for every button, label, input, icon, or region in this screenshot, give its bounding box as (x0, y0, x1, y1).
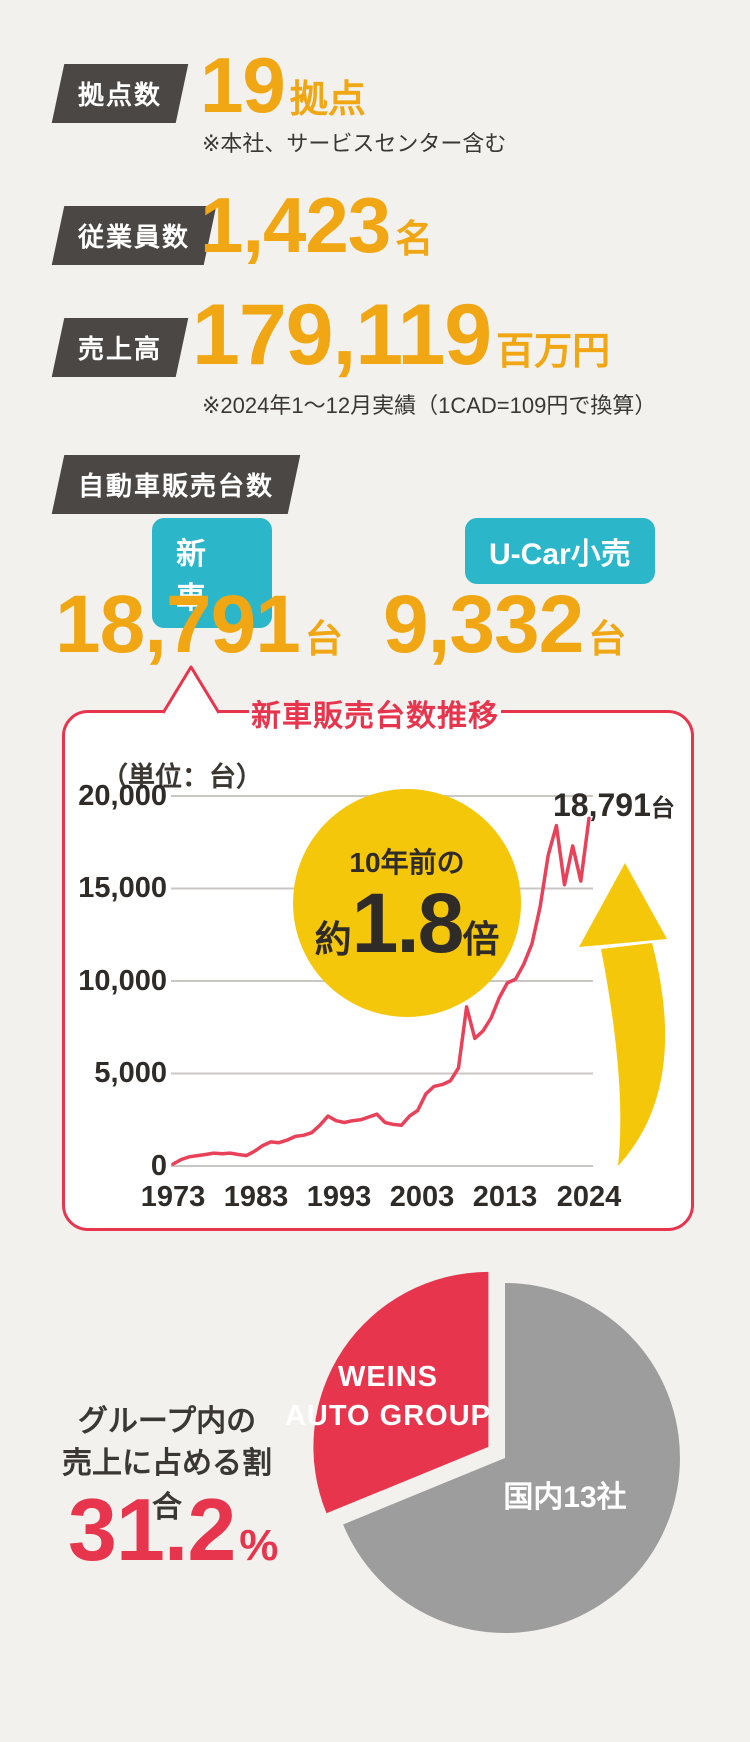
pie-caption-line1: グループ内の (77, 1405, 257, 1438)
endpoint-label: 18,791 台 (553, 787, 675, 824)
ytick-0: 0 (150, 1150, 167, 1182)
growth-arrow-shaft (601, 943, 666, 1166)
ytick-10000: 10,000 (78, 965, 167, 997)
pie-slice-weins (313, 1271, 489, 1514)
new-car-badge-label: 新車 (176, 538, 218, 615)
xtick-1973: 1973 (140, 1181, 206, 1213)
endpoint-unit: 台 (650, 795, 675, 822)
xtick-2003: 2003 (389, 1181, 455, 1213)
bubble-prefix: 約 (314, 919, 352, 960)
growth-arrow-head (579, 863, 667, 947)
growth-bubble: 10年前の 約 1.8 倍 (293, 789, 521, 1017)
new-car-number: 18,791 (55, 579, 301, 670)
stat-locations-number: 19 (200, 41, 286, 129)
pie-highlight-unit: % (239, 1521, 279, 1570)
new-car-badge: 新車 (152, 518, 272, 628)
xtick-1983: 1983 (223, 1181, 289, 1213)
stat-locations-label: 拠点数 (78, 80, 163, 110)
ucar-number: 9,332 (383, 579, 584, 670)
bubble-suffix: 倍 (462, 919, 500, 960)
ytick-20000: 20,000 (78, 780, 167, 812)
pie-highlight-value: 31.2 (68, 1480, 236, 1579)
new-car-value: 18,791 台 (55, 584, 343, 666)
group-share-section: グループ内の 売上に占める割合 31.2 % WEINS AUTO GROUP … (0, 1240, 750, 1742)
stat-locations-value: 19 拠点 (200, 46, 366, 124)
xtick-1993: 1993 (306, 1181, 372, 1213)
pie-label-weins-line2: AUTO GROUP (284, 1400, 492, 1432)
stat-locations-badge: 拠点数 (51, 64, 189, 123)
group-share-pie-svg (313, 1271, 680, 1633)
trend-chart-svg (171, 795, 667, 1167)
sales-trend-chart: 新車販売台数推移 （単位：台） 20,000 15,000 10,000 5,0… (62, 665, 694, 1231)
pie-label-weins-line1: WEINS (337, 1361, 439, 1393)
stat-employees-label: 従業員数 (78, 222, 191, 252)
sales-trend-line (171, 816, 591, 1166)
title-border-patch (249, 709, 501, 716)
ytick-5000: 5,000 (94, 1057, 167, 1089)
pie-slice-domestic (343, 1283, 680, 1633)
stat-revenue-unit: 百万円 (496, 331, 611, 373)
stat-employees-value: 1,423 名 (200, 186, 433, 264)
pie-label-domestic: 国内13社 (503, 1481, 627, 1514)
stat-locations-note: ※本社、サービスセンター含む (202, 131, 507, 156)
new-car-unit: 台 (304, 619, 343, 661)
stat-employees-unit: 名 (395, 219, 434, 261)
pie-caption-line2: 売上に占める割合 (62, 1447, 272, 1524)
ucar-value: 9,332 台 (383, 584, 626, 666)
stat-employees-badge: 従業員数 (51, 206, 217, 265)
chart-unit-label: （単位：台） (101, 762, 263, 792)
pie-highlight: 31.2 % (68, 1486, 278, 1574)
pie-label-weins: WEINS AUTO GROUP (285, 1358, 491, 1436)
vehicle-sales-label: 自動車販売台数 (78, 471, 275, 501)
ucar-badge: U-Car小売 (465, 518, 655, 584)
stat-revenue-number: 179,119 (192, 287, 492, 383)
stat-revenue-badge: 売上高 (51, 318, 189, 377)
stat-revenue-label: 売上高 (78, 334, 163, 364)
stat-employees-number: 1,423 (200, 181, 391, 269)
ucar-unit: 台 (588, 619, 627, 661)
stat-locations-unit: 拠点 (289, 79, 366, 121)
chart-title: 新車販売台数推移 (251, 700, 499, 733)
ytick-15000: 15,000 (78, 872, 167, 904)
bubble-value: 1.8 (351, 876, 465, 970)
endpoint-value: 18,791 (553, 787, 651, 823)
stat-revenue-note: ※2024年1〜12月実績（1CAD=109円で換算） (202, 393, 657, 418)
ucar-badge-label: U-Car小売 (489, 538, 631, 571)
vehicle-sales-badge: 自動車販売台数 (51, 455, 301, 514)
stat-revenue-value: 179,119 百万円 (192, 292, 610, 378)
bubble-line1: 10年前の (349, 847, 465, 878)
xtick-2024: 2024 (556, 1181, 622, 1213)
bubble-line2: 約 1.8 倍 (315, 881, 500, 965)
speech-bubble-tail (163, 665, 219, 716)
xtick-2013: 2013 (472, 1181, 538, 1213)
